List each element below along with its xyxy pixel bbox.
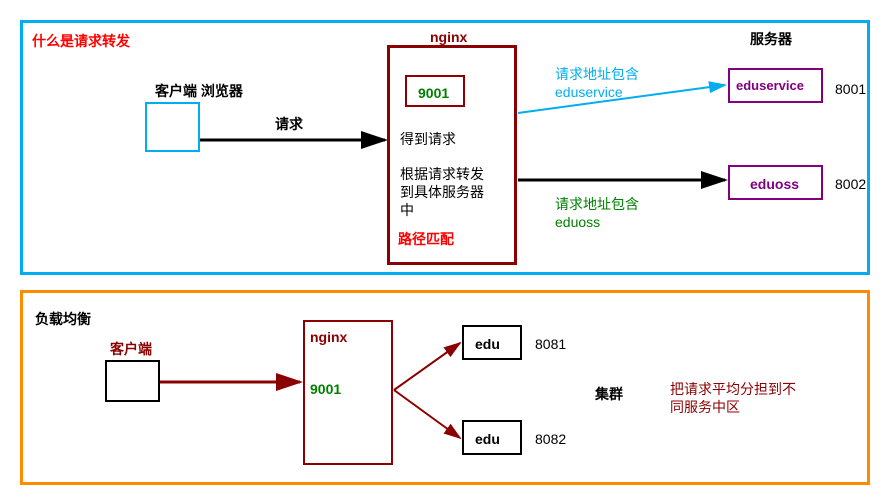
request-label: 请求 [275,115,303,133]
port-8002: 8002 [835,175,866,193]
bottom-title: 负载均衡 [35,310,91,328]
client-box [145,102,200,152]
cluster-label: 集群 [595,385,623,403]
port-9001-top: 9001 [418,84,449,102]
forward-desc: 根据请求转发 到具体服务器 中 [400,165,484,220]
port-8081: 8081 [535,335,566,353]
load-balance-note: 把请求平均分担到不 同服务中区 [670,380,796,416]
server-title: 服务器 [750,30,792,48]
path-match: 路径匹配 [398,230,454,248]
green-note: 请求地址包含 eduoss [555,195,639,231]
edu-text-1: edu [475,335,500,353]
client-label: 客户端 浏览器 [155,82,243,100]
port-8001: 8001 [835,80,866,98]
top-title: 什么是请求转发 [32,32,130,50]
got-request: 得到请求 [400,130,456,148]
nginx-label-b: nginx [310,328,347,346]
port-8082: 8082 [535,430,566,448]
edu-text-2: edu [475,430,500,448]
client-box-b [105,360,160,402]
nginx-label-top: nginx [430,28,467,46]
diagram-root: 什么是请求转发 客户端 浏览器 请求 nginx 9001 得到请求 根据请求转… [10,10,881,490]
blue-note: 请求地址包含 eduservice [555,65,639,101]
port-9001-b: 9001 [310,380,341,398]
eduoss-text: eduoss [750,175,799,193]
eduservice-text: eduservice [736,78,804,95]
client-label-b: 客户端 [110,340,152,358]
